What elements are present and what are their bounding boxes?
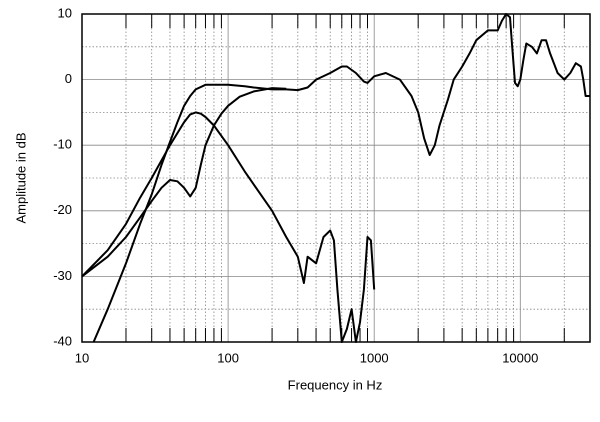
y-axis-label: Amplitude in dB — [13, 132, 28, 223]
y-tick-label: -20 — [53, 202, 72, 217]
y-tick-label: 0 — [65, 71, 72, 86]
x-tick-label: 100 — [217, 350, 239, 365]
y-tick-label: -10 — [53, 137, 72, 152]
x-tick-label: 10000 — [502, 350, 538, 365]
response-curve — [92, 13, 590, 343]
plot-frame — [81, 13, 591, 343]
response-curve — [81, 111, 376, 343]
x-axis-label: Frequency in Hz — [288, 377, 383, 392]
response-curve — [81, 87, 287, 278]
y-tick-label: -30 — [53, 268, 72, 283]
x-tick-label: 10 — [75, 350, 89, 365]
x-tick-label: 1000 — [360, 350, 389, 365]
y-tick-label: -40 — [53, 333, 72, 348]
y-tick-label: 10 — [58, 5, 72, 20]
